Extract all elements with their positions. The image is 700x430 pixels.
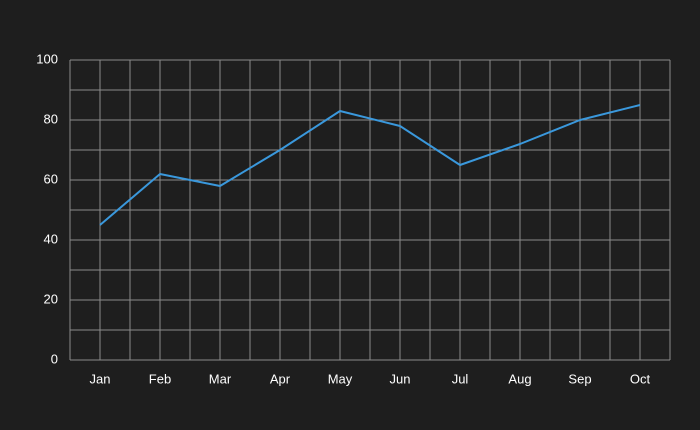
x-tick-label: Apr: [270, 371, 291, 386]
x-tick-label: May: [328, 371, 353, 386]
x-tick-label: Jan: [90, 371, 111, 386]
x-tick-label: Sep: [568, 371, 591, 386]
y-tick-label: 80: [44, 111, 58, 126]
x-tick-label: Jul: [452, 371, 469, 386]
line-series: [99, 104, 641, 226]
x-tick-label: Jun: [390, 371, 411, 386]
y-tick-label: 60: [44, 171, 58, 186]
y-tick-label: 100: [36, 51, 58, 66]
y-tick-label: 20: [44, 291, 58, 306]
x-tick-label: Feb: [149, 371, 171, 386]
y-tick-label: 40: [44, 231, 58, 246]
x-tick-label: Mar: [209, 371, 232, 386]
y-tick-label: 0: [51, 351, 58, 366]
x-tick-label: Oct: [630, 371, 651, 386]
x-tick-label: Aug: [508, 371, 531, 386]
